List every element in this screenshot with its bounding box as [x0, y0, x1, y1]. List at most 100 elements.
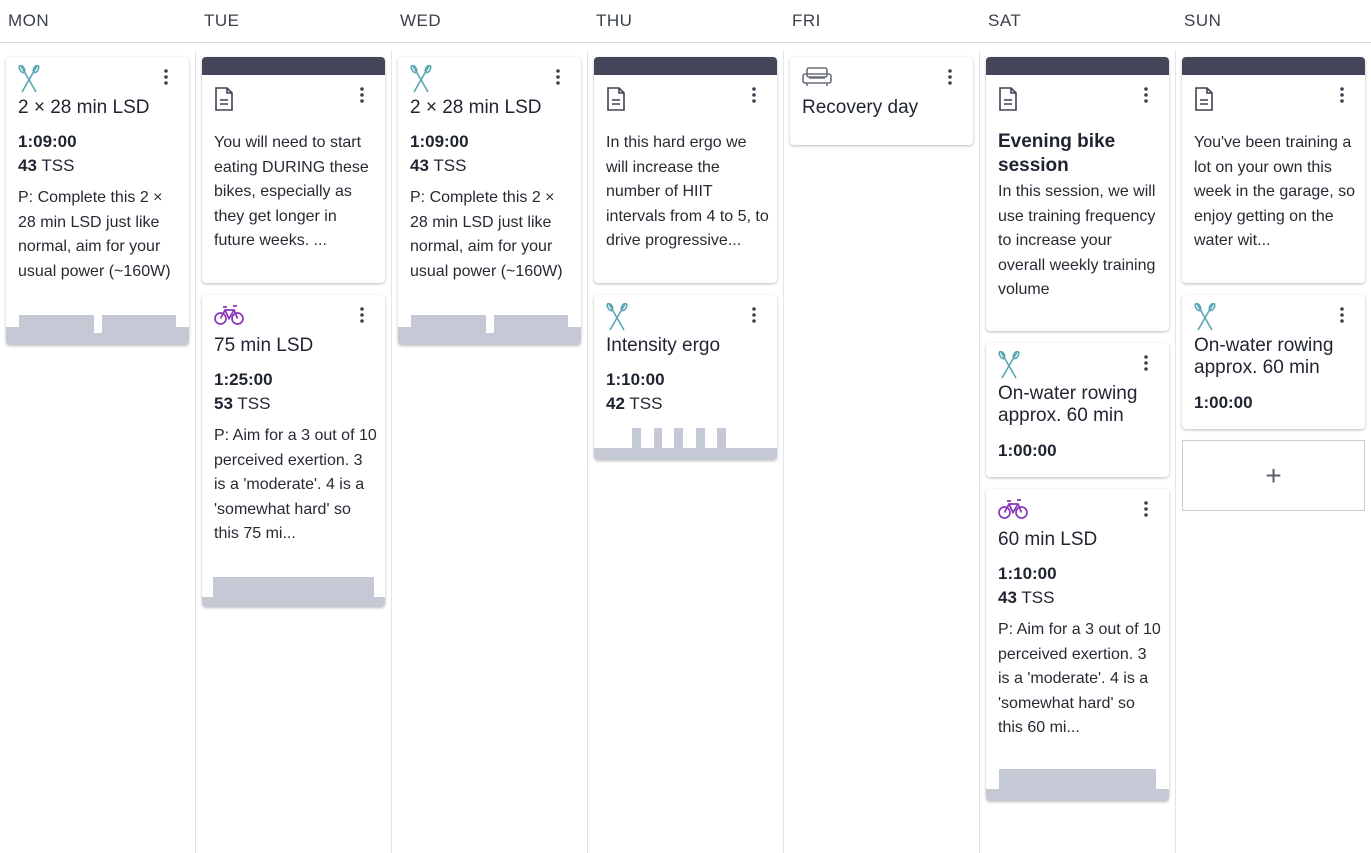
day-label-fri: FRI: [792, 11, 821, 30]
workout-title: On-water rowing approx. 60 min: [998, 383, 1138, 426]
sofa-icon: [802, 67, 832, 92]
note-header-bar: [986, 57, 1169, 75]
note-text: In this session, we will use training fr…: [998, 183, 1156, 299]
workout-title: 75 min LSD: [214, 335, 314, 356]
column-divider: [979, 50, 980, 853]
note-text: In this hard ergo we will increase the n…: [606, 134, 769, 250]
document-icon: [214, 87, 234, 116]
column-divider: [587, 50, 588, 853]
workout-duration: 1:00:00: [998, 441, 1057, 460]
document-icon: [1194, 87, 1214, 116]
workout-title: On-water rowing approx. 60 min: [1194, 335, 1334, 378]
note-card-tue[interactable]: You will need to start eating DURING the…: [202, 57, 385, 283]
workout-stats: 1:10:00 42 TSS: [606, 368, 665, 416]
tss-value: 53: [214, 394, 233, 413]
day-label-tue: TUE: [204, 11, 240, 30]
tss-value: 43: [998, 588, 1017, 607]
note-text: You will need to start eating DURING the…: [214, 134, 369, 250]
bike-icon: [214, 304, 244, 331]
more-options-icon[interactable]: [352, 85, 372, 105]
more-options-icon[interactable]: [1136, 353, 1156, 373]
workout-duration: 1:10:00: [606, 370, 665, 389]
note-header-bar: [1182, 57, 1365, 75]
tss-value: 43: [18, 156, 37, 175]
workout-description: P: Complete this 2 × 28 min LSD just lik…: [18, 189, 171, 280]
more-options-icon[interactable]: [1136, 499, 1156, 519]
note-card-thu[interactable]: In this hard ergo we will increase the n…: [594, 57, 777, 283]
workout-title: Intensity ergo: [606, 335, 721, 356]
rowing-oars-icon: [410, 64, 432, 98]
more-options-icon[interactable]: [940, 67, 960, 87]
more-options-icon[interactable]: [156, 67, 176, 87]
rest-card-fri[interactable]: Recovery day: [790, 57, 973, 145]
column-divider: [195, 50, 196, 853]
workout-duration: 1:10:00: [998, 564, 1057, 583]
bike-icon: [998, 498, 1028, 525]
workout-duration: 1:09:00: [410, 132, 469, 151]
workout-duration: 1:00:00: [1194, 393, 1253, 412]
workout-description: P: Complete this 2 × 28 min LSD just lik…: [410, 189, 563, 280]
column-divider: [391, 50, 392, 853]
workout-profile-graph: [986, 769, 1169, 801]
workout-title: 2 × 28 min LSD: [18, 97, 150, 118]
more-options-icon[interactable]: [744, 85, 764, 105]
workout-profile-graph: [6, 315, 189, 345]
day-label-sat: SAT: [988, 11, 1022, 30]
workout-card-tue-bike[interactable]: 75 min LSD 1:25:00 53 TSS P: Aim for a 3…: [202, 295, 385, 607]
tss-value: 42: [606, 394, 625, 413]
workout-card-sat-bike[interactable]: 60 min LSD 1:10:00 43 TSS P: Aim for a 3…: [986, 489, 1169, 801]
workout-profile-graph: [202, 577, 385, 607]
more-options-icon[interactable]: [744, 305, 764, 325]
rowing-oars-icon: [606, 302, 628, 336]
plus-icon: +: [1265, 459, 1282, 491]
workout-duration: 1:09:00: [18, 132, 77, 151]
workout-profile-graph: [594, 428, 777, 460]
note-header-bar: [202, 57, 385, 75]
document-icon: [606, 87, 626, 116]
rowing-oars-icon: [998, 350, 1020, 384]
week-header: MON TUE WED THU FRI SAT SUN: [0, 0, 1371, 43]
workout-card-wed-rowing[interactable]: 2 × 28 min LSD 1:09:00 43 TSS P: Complet…: [398, 57, 581, 345]
workout-stats: 1:25:00 53 TSS: [214, 368, 273, 416]
note-header-bar: [594, 57, 777, 75]
workout-stats: 1:00:00: [998, 439, 1057, 463]
workout-stats: 1:09:00 43 TSS: [18, 130, 77, 178]
more-options-icon[interactable]: [352, 305, 372, 325]
workout-profile-graph: [398, 315, 581, 345]
note-text: You've been training a lot on your own t…: [1194, 134, 1355, 250]
tss-unit: TSS: [1021, 588, 1055, 607]
add-workout-button[interactable]: +: [1182, 440, 1365, 511]
more-options-icon[interactable]: [1136, 85, 1156, 105]
tss-unit: TSS: [433, 156, 467, 175]
more-options-icon[interactable]: [548, 67, 568, 87]
note-card-sun[interactable]: You've been training a lot on your own t…: [1182, 57, 1365, 283]
workout-stats: 1:00:00: [1194, 391, 1253, 415]
day-label-mon: MON: [8, 11, 50, 30]
workout-card-sat-rowing[interactable]: On-water rowing approx. 60 min 1:00:00: [986, 343, 1169, 477]
tss-value: 43: [410, 156, 429, 175]
day-label-wed: WED: [400, 11, 442, 30]
workout-card-sun-rowing[interactable]: On-water rowing approx. 60 min 1:00:00: [1182, 295, 1365, 429]
note-card-sat[interactable]: Evening bike session In this session, we…: [986, 57, 1169, 331]
rest-title: Recovery day: [802, 97, 919, 118]
tss-unit: TSS: [237, 394, 271, 413]
workout-title: 2 × 28 min LSD: [410, 97, 542, 118]
note-title: Evening bike session: [998, 131, 1116, 176]
tss-unit: TSS: [629, 394, 663, 413]
column-divider: [1175, 50, 1176, 853]
column-divider: [783, 50, 784, 853]
workout-title: 60 min LSD: [998, 529, 1098, 550]
workout-stats: 1:10:00 43 TSS: [998, 562, 1057, 610]
workout-card-thu-rowing[interactable]: Intensity ergo 1:10:00 42 TSS: [594, 295, 777, 460]
workout-duration: 1:25:00: [214, 370, 273, 389]
tss-unit: TSS: [41, 156, 75, 175]
workout-description: P: Aim for a 3 out of 10 perceived exert…: [998, 621, 1161, 737]
document-icon: [998, 87, 1018, 116]
day-label-sun: SUN: [1184, 11, 1222, 30]
more-options-icon[interactable]: [1332, 305, 1352, 325]
rowing-oars-icon: [1194, 302, 1216, 336]
workout-stats: 1:09:00 43 TSS: [410, 130, 469, 178]
workout-description: P: Aim for a 3 out of 10 perceived exert…: [214, 427, 377, 543]
workout-card-mon-rowing[interactable]: 2 × 28 min LSD 1:09:00 43 TSS P: Complet…: [6, 57, 189, 345]
more-options-icon[interactable]: [1332, 85, 1352, 105]
